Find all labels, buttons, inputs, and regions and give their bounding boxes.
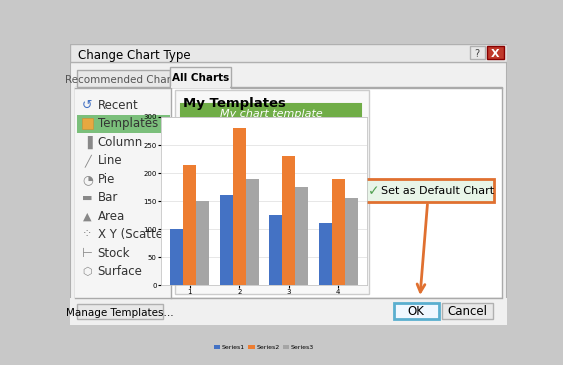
Bar xyxy=(196,201,209,285)
Text: X: X xyxy=(491,49,499,59)
Text: ↺: ↺ xyxy=(82,99,93,112)
Bar xyxy=(345,198,358,285)
Bar xyxy=(77,115,171,133)
Bar xyxy=(361,178,494,201)
Bar xyxy=(171,86,230,88)
Bar xyxy=(77,304,163,319)
Bar xyxy=(319,223,332,285)
Bar xyxy=(70,44,507,62)
Bar xyxy=(282,156,295,285)
Text: Area: Area xyxy=(97,210,125,223)
Text: Cancel: Cancel xyxy=(447,305,487,318)
Text: ⊢: ⊢ xyxy=(82,247,93,260)
Text: ▐: ▐ xyxy=(83,136,92,149)
Bar xyxy=(245,178,258,285)
Text: My Templates: My Templates xyxy=(183,97,285,110)
Bar xyxy=(171,67,231,87)
Text: ⬡: ⬡ xyxy=(83,267,92,277)
Bar xyxy=(183,165,196,285)
Bar xyxy=(77,70,169,87)
Text: Surface: Surface xyxy=(97,265,142,278)
Bar xyxy=(332,178,345,285)
Bar xyxy=(171,229,183,285)
Bar xyxy=(486,46,503,59)
Text: ◔: ◔ xyxy=(82,173,93,186)
Text: Templates: Templates xyxy=(97,118,158,130)
Bar xyxy=(181,104,361,122)
Text: ⁘: ⁘ xyxy=(82,228,92,241)
Text: Pie: Pie xyxy=(97,173,115,186)
Bar xyxy=(443,303,493,319)
Text: Column: Column xyxy=(97,136,143,149)
Text: Recommended Charts: Recommended Charts xyxy=(65,75,181,85)
Bar xyxy=(470,46,485,59)
Text: Line: Line xyxy=(97,154,122,167)
Legend: Series1, Series2, Series3: Series1, Series2, Series3 xyxy=(211,342,316,353)
Text: Manage Templates...: Manage Templates... xyxy=(66,308,174,318)
Text: Set as Default Chart: Set as Default Chart xyxy=(381,186,494,196)
Bar xyxy=(295,187,308,285)
Bar xyxy=(394,303,439,319)
Bar xyxy=(270,215,282,285)
Text: All Charts: All Charts xyxy=(172,73,229,84)
Bar xyxy=(233,128,245,285)
Text: ╱: ╱ xyxy=(84,154,91,167)
Bar xyxy=(181,122,361,283)
Text: Change Chart Type: Change Chart Type xyxy=(78,49,191,62)
Bar xyxy=(70,298,507,325)
Text: ▲: ▲ xyxy=(83,211,92,221)
Bar xyxy=(75,87,502,298)
Text: ?: ? xyxy=(475,49,480,59)
Text: Recent: Recent xyxy=(97,99,138,112)
Bar xyxy=(75,87,171,298)
Text: My chart template: My chart template xyxy=(220,109,323,119)
Bar xyxy=(82,119,93,128)
Text: ✓: ✓ xyxy=(368,184,379,198)
Text: X Y (Scatter): X Y (Scatter) xyxy=(97,228,172,241)
Text: OK: OK xyxy=(408,305,425,318)
Text: ▬: ▬ xyxy=(82,193,93,203)
Bar xyxy=(220,195,233,285)
Text: Bar: Bar xyxy=(97,191,118,204)
Bar xyxy=(175,90,369,294)
Text: Stock: Stock xyxy=(97,247,130,260)
